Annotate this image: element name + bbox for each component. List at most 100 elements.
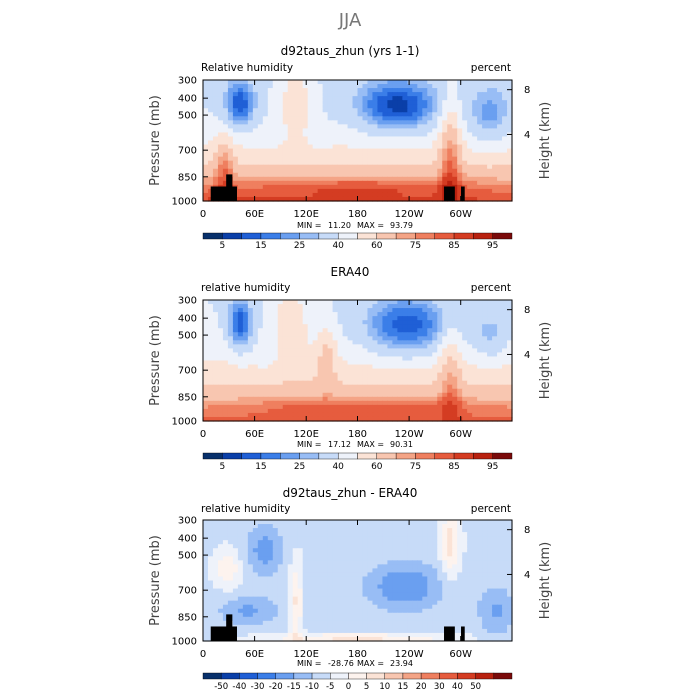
field-cell: [392, 148, 398, 154]
field-cell: [482, 104, 488, 109]
field-cell: [502, 372, 508, 378]
field-cell: [392, 564, 398, 569]
field-cell: [462, 524, 468, 529]
field-cell: [427, 568, 433, 574]
field-cell: [362, 540, 369, 545]
field-cell: [322, 588, 329, 594]
field-cell: [337, 368, 344, 374]
field-cell: [242, 124, 249, 129]
y-tick-label: 850: [178, 172, 197, 183]
field-cell: [227, 528, 234, 533]
field-cell: [262, 388, 269, 394]
field-cell: [292, 400, 299, 406]
field-cell: [427, 196, 433, 202]
field-cell: [342, 308, 349, 313]
field-cell: [502, 380, 508, 386]
field-cell: [492, 520, 498, 525]
field-cell: [217, 324, 224, 329]
field-cell: [482, 348, 488, 354]
field-cell: [417, 172, 423, 178]
field-cell: [227, 160, 234, 166]
field-cell: [332, 168, 339, 174]
field-cell: [297, 96, 304, 101]
field-cell: [342, 552, 349, 557]
field-cell: [277, 408, 284, 414]
field-cell: [322, 560, 329, 565]
field-cell: [492, 80, 498, 85]
field-cell: [297, 548, 304, 553]
field-cell: [407, 576, 413, 582]
field-cell: [252, 308, 259, 313]
field-cell: [482, 188, 488, 194]
field-cell: [362, 152, 369, 158]
field-cell: [277, 564, 284, 569]
field-cell: [262, 148, 269, 154]
field-cell: [227, 92, 234, 97]
field-cell: [297, 384, 304, 390]
field-cell: [217, 108, 224, 113]
field-cell: [307, 172, 314, 178]
field-cell: [307, 564, 314, 569]
field-cell: [257, 356, 264, 362]
field-cell: [432, 524, 438, 529]
field-cell: [367, 304, 374, 309]
field-cell: [352, 192, 359, 198]
colorbar-swatch: [280, 452, 300, 460]
field-cell: [502, 568, 508, 574]
field-cell: [352, 148, 359, 154]
field-cell: [352, 136, 359, 142]
field-cell: [217, 160, 224, 166]
field-cell: [302, 572, 309, 578]
field-cell: [397, 520, 403, 525]
field-cell: [367, 324, 374, 329]
field-cell: [492, 336, 498, 341]
field-cell: [327, 328, 334, 333]
field-cell: [312, 376, 319, 382]
field-cell: [387, 308, 393, 313]
field-cell: [357, 92, 364, 97]
field-cell: [462, 372, 468, 378]
field-cell: [212, 148, 219, 154]
field-cell: [317, 404, 324, 410]
field-cell: [302, 388, 309, 394]
field-cell: [507, 580, 513, 586]
field-cell: [402, 524, 408, 529]
field-cell: [382, 108, 389, 113]
field-cell: [507, 316, 513, 321]
field-cell: [462, 380, 468, 386]
field-cell: [362, 80, 369, 85]
field-cell: [212, 312, 219, 317]
field-cell: [307, 584, 314, 590]
field-cell: [257, 152, 264, 158]
field-cell: [477, 176, 483, 182]
field-cell: [442, 348, 448, 354]
field-cell: [207, 120, 214, 125]
field-cell: [227, 308, 234, 313]
field-cell: [472, 136, 478, 142]
field-cell: [432, 540, 438, 545]
field-cell: [212, 584, 219, 590]
field-cell: [312, 388, 319, 394]
field-cell: [362, 128, 369, 134]
field-cell: [282, 560, 289, 565]
field-cell: [232, 336, 239, 341]
field-cell: [497, 108, 503, 113]
field-cell: [492, 192, 498, 198]
field-cell: [217, 548, 224, 553]
field-cell: [203, 404, 209, 410]
field-cell: [472, 588, 478, 594]
field-cell: [377, 124, 384, 129]
field-cell: [387, 576, 393, 582]
y-axis-title: Pressure (mb): [148, 315, 163, 406]
field-cell: [467, 88, 473, 93]
colorbar: 5 15 25 40 60 75 85 95: [202, 452, 513, 472]
field-cell: [492, 416, 498, 422]
field-cell: [292, 576, 299, 582]
field-cell: [212, 532, 219, 537]
field-cell: [507, 320, 513, 325]
field-cell: [227, 100, 234, 105]
field-cell: [507, 404, 513, 410]
field-cell: [332, 536, 339, 541]
field-cell: [302, 540, 309, 545]
field-cell: [332, 572, 339, 578]
